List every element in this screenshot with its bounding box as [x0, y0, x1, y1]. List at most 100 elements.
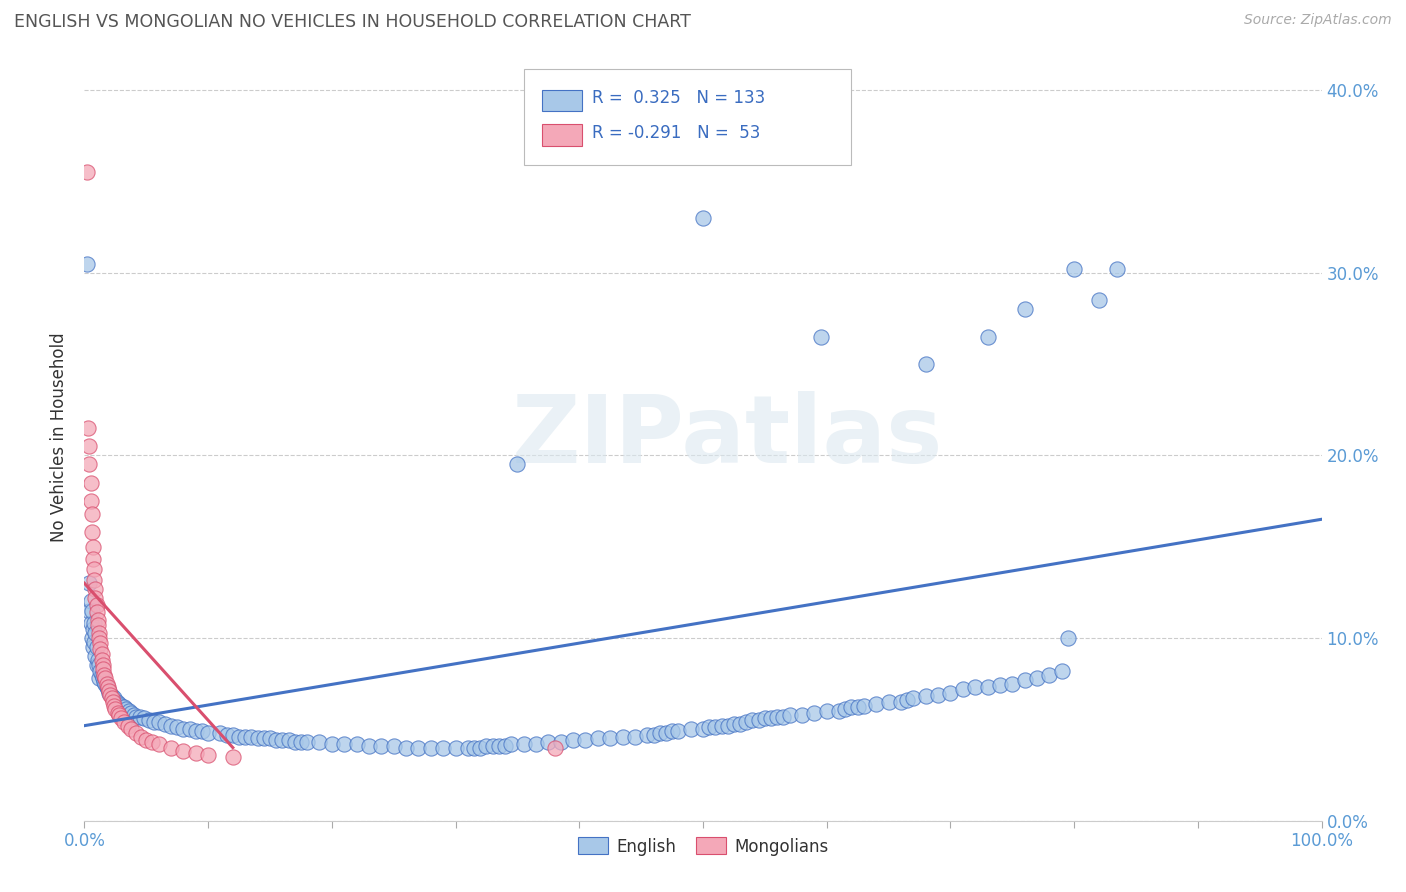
Point: [83, 616, 105, 631]
Point: [94, 671, 117, 685]
Point: [976, 681, 998, 695]
Point: [172, 723, 194, 737]
Point: [97, 681, 120, 695]
Point: [488, 739, 510, 753]
Point: [79, 576, 101, 591]
Point: [166, 721, 188, 735]
Point: [852, 698, 875, 713]
Point: [98, 688, 121, 702]
Point: [107, 706, 129, 720]
Point: [153, 716, 176, 731]
Point: [735, 714, 758, 729]
Point: [209, 726, 232, 740]
Point: [308, 735, 330, 749]
Point: [382, 739, 405, 753]
Point: [222, 728, 245, 742]
Point: [76, 256, 98, 270]
Point: [828, 704, 851, 718]
Point: [108, 697, 131, 711]
Point: [172, 744, 194, 758]
Point: [728, 716, 751, 731]
Point: [129, 709, 152, 723]
Point: [259, 731, 281, 746]
Text: ZIPatlas: ZIPatlas: [512, 391, 943, 483]
Point: [643, 728, 665, 742]
Point: [98, 686, 121, 700]
Point: [93, 674, 115, 689]
Point: [233, 730, 256, 744]
Point: [191, 724, 214, 739]
Point: [692, 723, 714, 737]
Point: [77, 421, 100, 435]
Point: [135, 733, 157, 747]
Point: [295, 735, 318, 749]
Point: [543, 740, 565, 755]
Point: [125, 709, 148, 723]
Point: [129, 730, 152, 744]
FancyBboxPatch shape: [523, 69, 852, 165]
Point: [419, 740, 441, 755]
Point: [184, 746, 207, 760]
Point: [79, 604, 101, 618]
Point: [766, 709, 789, 723]
Point: [896, 693, 918, 707]
Point: [138, 713, 160, 727]
Point: [84, 591, 107, 605]
Point: [86, 640, 108, 654]
Point: [100, 690, 122, 704]
Point: [890, 695, 912, 709]
Point: [494, 739, 516, 753]
Point: [89, 664, 111, 678]
Point: [80, 507, 103, 521]
Point: [976, 329, 998, 343]
Point: [91, 662, 114, 676]
Point: [90, 648, 112, 662]
Point: [118, 704, 141, 718]
Point: [692, 211, 714, 225]
Point: [1057, 631, 1080, 645]
Point: [82, 622, 104, 636]
Point: [90, 667, 112, 681]
Point: [815, 704, 838, 718]
Point: [125, 726, 148, 740]
Point: [779, 707, 801, 722]
FancyBboxPatch shape: [543, 89, 582, 112]
Point: [215, 728, 238, 742]
Point: [264, 733, 287, 747]
Point: [98, 684, 121, 698]
Point: [103, 691, 125, 706]
Point: [240, 730, 263, 744]
Point: [79, 594, 101, 608]
Point: [115, 702, 138, 716]
Text: Source: ZipAtlas.com: Source: ZipAtlas.com: [1244, 13, 1392, 28]
Point: [87, 653, 110, 667]
Point: [914, 690, 936, 704]
Point: [79, 475, 101, 490]
Point: [346, 737, 368, 751]
FancyBboxPatch shape: [543, 124, 582, 145]
Point: [91, 658, 114, 673]
Point: [76, 165, 98, 179]
Point: [97, 682, 120, 697]
Point: [661, 724, 683, 739]
Point: [104, 702, 127, 716]
Point: [89, 625, 111, 640]
Point: [87, 613, 110, 627]
Point: [914, 357, 936, 371]
Point: [717, 719, 740, 733]
Point: [357, 739, 380, 753]
Point: [1063, 262, 1085, 277]
Point: [1050, 664, 1073, 678]
Point: [110, 698, 132, 713]
Point: [141, 735, 163, 749]
Point: [648, 726, 671, 740]
Point: [574, 733, 596, 747]
Point: [877, 695, 900, 709]
Point: [1088, 293, 1111, 307]
Point: [865, 697, 887, 711]
Point: [89, 658, 111, 673]
Point: [271, 733, 294, 747]
Point: [110, 711, 132, 725]
Point: [277, 733, 299, 747]
Point: [89, 631, 111, 645]
